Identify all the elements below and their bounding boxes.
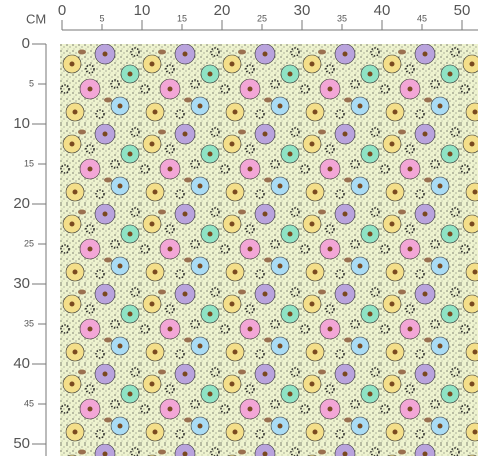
left-ruler-label: 25 bbox=[24, 238, 34, 248]
top-ruler-label: 45 bbox=[417, 13, 427, 23]
top-ruler-label: 10 bbox=[134, 2, 151, 19]
top-ruler-label: 0 bbox=[58, 2, 66, 19]
left-ruler-label: 30 bbox=[13, 275, 30, 292]
unit-label: CM bbox=[26, 11, 46, 26]
left-ruler-label: 20 bbox=[13, 195, 30, 212]
top-ruler-label: 15 bbox=[177, 13, 187, 23]
top-ruler-label: 30 bbox=[294, 2, 311, 19]
top-ruler-label: 50 bbox=[454, 2, 471, 19]
top-ruler-label: 5 bbox=[99, 13, 104, 23]
left-ruler-label: 40 bbox=[13, 355, 30, 372]
left-ruler-label: 50 bbox=[13, 435, 30, 452]
left-ruler-label: 15 bbox=[24, 158, 34, 168]
left-ruler-label: 45 bbox=[24, 398, 34, 408]
top-ruler-label: 40 bbox=[374, 2, 391, 19]
left-ruler-label: 35 bbox=[24, 318, 34, 328]
top-ruler-label: 20 bbox=[214, 2, 231, 19]
left-ruler-label: 0 bbox=[22, 35, 30, 52]
left-ruler-label: 10 bbox=[13, 115, 30, 132]
top-ruler-label: 35 bbox=[337, 13, 347, 23]
top-ruler-label: 25 bbox=[257, 13, 267, 23]
fabric bbox=[60, 44, 478, 456]
left-ruler-label: 5 bbox=[29, 78, 34, 88]
